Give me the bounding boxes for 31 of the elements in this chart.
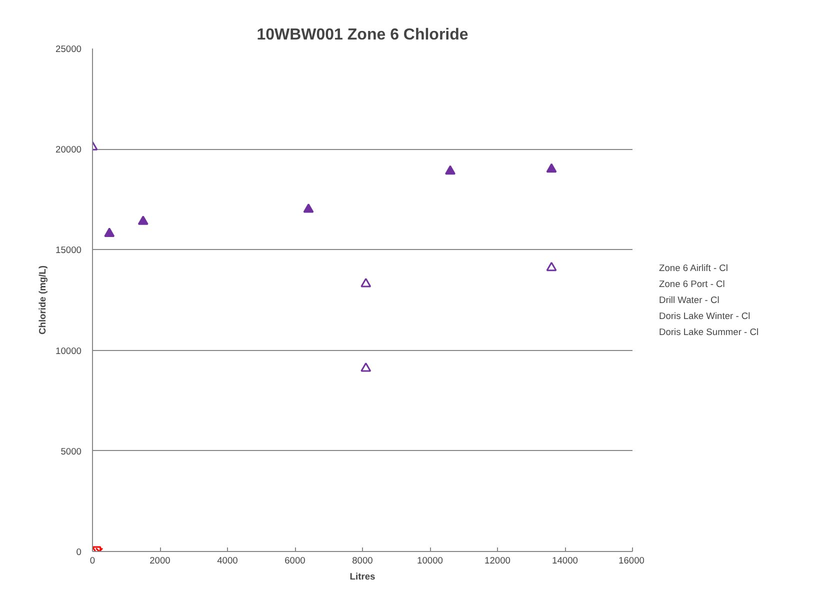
y-tick-label: 20000	[56, 144, 82, 155]
x-tick-label: 4000	[217, 556, 238, 566]
text: Zone 6 Airlift - Cl	[659, 262, 728, 272]
x-tick-label: 10000	[417, 556, 443, 566]
x-tick-label: 8000	[352, 556, 373, 566]
y-tick-label: 25000	[56, 44, 82, 54]
point	[104, 228, 115, 237]
y-tick-label: 5000	[60, 446, 82, 456]
x-tick-label: 12000	[484, 556, 510, 566]
point	[303, 204, 314, 213]
x-tick-label: 16000	[618, 556, 645, 566]
point	[445, 165, 456, 175]
x-tick-label: 2000	[150, 556, 170, 566]
y-axis-title: Chloride (mg/L)	[38, 266, 48, 334]
y-tick-label: 0	[76, 547, 82, 557]
text: Zone 6 Port - Cl	[659, 278, 725, 288]
point	[360, 278, 372, 288]
x-axis-title: Litres	[350, 572, 376, 582]
y-tick-label: 10000	[56, 346, 82, 356]
y-tick-label: 15000	[56, 245, 82, 256]
x-tick-label: 0	[90, 556, 96, 566]
chart-title: 10WBW001 Zone 6 Chloride	[256, 26, 468, 44]
text: Doris Lake Summer - Cl	[659, 326, 759, 336]
point	[546, 262, 557, 272]
point	[546, 163, 557, 173]
text: Drill Water - Cl	[659, 294, 720, 304]
point	[360, 362, 372, 372]
x-tick-label: 6000	[284, 556, 306, 566]
x-tick-label: 14000	[552, 556, 578, 566]
text: Doris Lake Winter - Cl	[659, 310, 750, 320]
point	[138, 216, 148, 225]
